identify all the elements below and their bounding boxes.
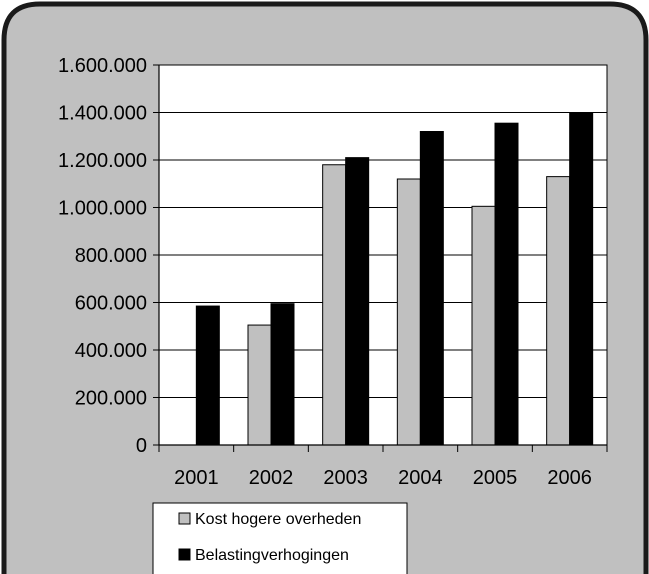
x-tick-label: 2003: [323, 467, 368, 489]
bar-series-0: [471, 205, 496, 446]
bar-series-0: [247, 324, 272, 446]
y-tick-label: 400.000: [75, 340, 147, 362]
bar-series-0: [322, 164, 347, 446]
axes: [153, 64, 608, 452]
legend-label-series-0: Kost hogere overheden: [195, 511, 361, 528]
x-tick-label: 2002: [249, 467, 294, 489]
legend: Kost hogere overheden Belastingverhoging…: [152, 502, 408, 574]
bar-series-1: [195, 305, 220, 446]
y-tick-label: 1.600.000: [58, 55, 147, 77]
y-tick-label: 200.000: [75, 388, 147, 410]
bar-series-1: [419, 131, 444, 446]
bar-series-0: [546, 176, 571, 446]
y-tick-label: 600.000: [75, 293, 147, 315]
bar-series-0: [396, 178, 421, 446]
y-tick-label: 0: [136, 435, 147, 457]
legend-box: [152, 502, 408, 574]
x-tick-label: 2006: [547, 467, 592, 489]
legend-label-series-1: Belastingverhogingen: [195, 547, 349, 564]
bar-series-1: [569, 112, 594, 446]
bar-series-1: [270, 303, 295, 446]
y-tick-label: 1.400.000: [58, 103, 147, 125]
x-tick-labels: 2001 2002 2003 2004 2005 2006: [174, 467, 592, 489]
y-tick-label: 800.000: [75, 245, 147, 267]
x-tick-label: 2001: [174, 467, 219, 489]
y-tick-label: 1.000.000: [58, 198, 147, 220]
legend-swatch-series-0: [178, 512, 191, 525]
legend-swatch-series-1: [178, 548, 191, 561]
bar-series-1: [345, 157, 370, 446]
y-tick-labels: 0 200.000 400.000 600.000 800.000 1.000.000 1.…: [58, 55, 147, 457]
bar-series-1: [494, 122, 519, 446]
y-tick-label: 1.200.000: [58, 150, 147, 172]
x-tick-label: 2004: [398, 467, 443, 489]
x-tick-label: 2005: [473, 467, 518, 489]
gridlines: [159, 64, 607, 398]
